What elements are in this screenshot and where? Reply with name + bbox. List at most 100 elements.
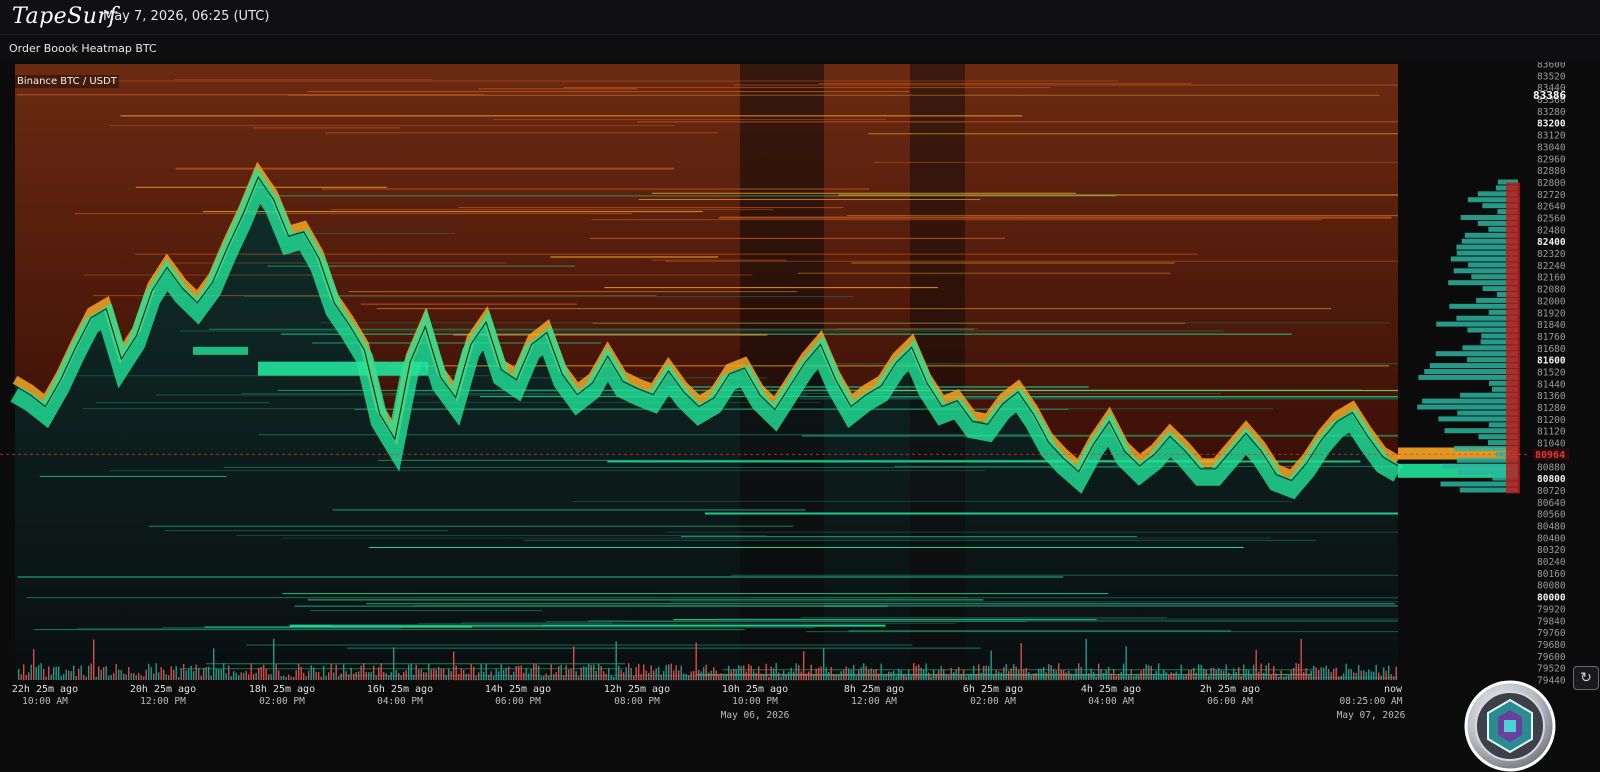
y-axis-tick-label: 83280 bbox=[1537, 107, 1566, 118]
volume-bar bbox=[933, 669, 935, 680]
ask-depth-column bbox=[1506, 182, 1520, 494]
volume-bar bbox=[558, 666, 560, 680]
volume-bar bbox=[670, 663, 672, 680]
volume-bar bbox=[60, 675, 62, 680]
volume-bar bbox=[1025, 668, 1027, 680]
volume-bar bbox=[740, 666, 742, 680]
volume-bar bbox=[1265, 665, 1267, 680]
volume-bar bbox=[693, 670, 695, 680]
volume-bar bbox=[1133, 676, 1135, 680]
volume-bar bbox=[605, 673, 607, 680]
x-axis-time-label: 06:00 AM bbox=[1207, 696, 1253, 707]
volume-bar bbox=[720, 673, 722, 680]
refresh-button[interactable]: ↻ bbox=[1573, 666, 1599, 690]
volume-bar bbox=[1188, 670, 1190, 680]
symbol-label: Binance BTC / USDT bbox=[15, 75, 119, 88]
volume-bar bbox=[1045, 672, 1047, 680]
volume-bar bbox=[268, 674, 270, 680]
x-axis-time-label: 04:00 AM bbox=[1088, 696, 1134, 707]
volume-bar bbox=[1103, 673, 1105, 680]
heatmap-svg[interactable]: 8360083520834408336083280832008312083040… bbox=[0, 60, 1600, 738]
volume-bar bbox=[133, 673, 135, 680]
volume-bar bbox=[785, 675, 787, 680]
volume-bar bbox=[560, 664, 562, 680]
y-axis-tick-label: 81120 bbox=[1537, 427, 1566, 438]
volume-bar bbox=[1283, 676, 1285, 680]
volume-bar bbox=[690, 671, 692, 680]
x-axis-time-label: 02:00 PM bbox=[259, 696, 305, 707]
volume-bar bbox=[243, 673, 245, 680]
y-axis-tick-label: 81360 bbox=[1537, 391, 1566, 402]
volume-bar bbox=[368, 672, 370, 680]
volume-bar bbox=[805, 673, 807, 680]
volume-bar bbox=[403, 671, 405, 680]
volume-bar bbox=[518, 666, 520, 680]
depth-profile-bar bbox=[1422, 398, 1518, 404]
y-axis-tick-label: 80160 bbox=[1537, 569, 1566, 580]
volume-bar bbox=[1058, 663, 1060, 680]
volume-bar bbox=[365, 671, 367, 680]
volume-bar bbox=[1098, 663, 1100, 680]
volume-bar bbox=[1128, 675, 1130, 680]
volume-bar bbox=[660, 674, 662, 680]
volume-bar bbox=[130, 673, 132, 680]
volume-bar bbox=[928, 672, 930, 680]
volume-bar bbox=[843, 670, 845, 680]
volume-bar bbox=[633, 675, 635, 680]
volume-bar bbox=[343, 664, 345, 680]
volume-bar bbox=[1155, 670, 1157, 680]
volume-bar bbox=[1123, 663, 1125, 680]
volume-bar bbox=[975, 674, 977, 680]
volume-bar bbox=[225, 673, 227, 680]
volume-bar bbox=[35, 666, 37, 680]
depth-profile-bar bbox=[1488, 422, 1518, 428]
volume-bar bbox=[858, 669, 860, 680]
volume-bar bbox=[1038, 668, 1040, 680]
current-datetime: May 7, 2026, 06:25 (UTC) bbox=[103, 9, 270, 24]
volume-bar bbox=[1385, 670, 1387, 680]
y-axis-tick-label: 80640 bbox=[1537, 498, 1566, 509]
volume-bar bbox=[265, 669, 267, 680]
volume-bar bbox=[1393, 676, 1395, 680]
volume-bar bbox=[413, 674, 415, 680]
volume-bar bbox=[1343, 673, 1345, 680]
volume-bar bbox=[908, 669, 910, 680]
x-axis-ago-label: 22h 25m ago bbox=[12, 684, 78, 695]
volume-bar bbox=[400, 675, 402, 680]
volume-bar bbox=[838, 675, 840, 680]
volume-bar bbox=[795, 663, 797, 680]
app-logo[interactable]: TapeSurf bbox=[12, 4, 118, 29]
volume-bar bbox=[760, 673, 762, 680]
depth-profile-bar bbox=[1492, 386, 1518, 392]
volume-bar bbox=[878, 673, 880, 680]
volume-bar bbox=[148, 663, 150, 680]
y-axis-tick-label: 79680 bbox=[1537, 640, 1566, 651]
volume-bar bbox=[653, 670, 655, 680]
y-axis-tick-label: 82160 bbox=[1537, 273, 1566, 284]
volume-bar bbox=[375, 675, 377, 680]
volume-bar bbox=[308, 670, 310, 680]
x-axis-ago-label: 6h 25m ago bbox=[963, 684, 1023, 695]
heatmap-chart[interactable]: 83600 83520 83440 83360 83280 83200 83120 83040… bbox=[0, 60, 1600, 772]
volume-bar bbox=[1355, 673, 1357, 680]
volume-bar bbox=[718, 674, 720, 680]
volume-bar bbox=[1203, 668, 1205, 680]
volume-bar bbox=[415, 664, 417, 680]
volume-bar bbox=[420, 669, 422, 680]
volume-bar bbox=[968, 675, 970, 680]
volume-bar bbox=[430, 669, 432, 680]
volume-bar bbox=[1183, 675, 1185, 680]
volume-bar bbox=[1105, 669, 1107, 680]
volume-bar bbox=[783, 670, 785, 680]
volume-bar bbox=[1213, 667, 1215, 680]
volume-bar bbox=[328, 672, 330, 680]
volume-bar bbox=[1208, 675, 1210, 680]
volume-bar bbox=[223, 663, 225, 680]
volume-bar bbox=[378, 667, 380, 680]
volume-bar bbox=[393, 647, 395, 680]
volume-bar bbox=[1140, 670, 1142, 680]
volume-bar bbox=[995, 670, 997, 680]
volume-bar bbox=[178, 677, 180, 680]
volume-bar bbox=[1395, 666, 1397, 680]
depth-profile-bar bbox=[1456, 315, 1518, 321]
